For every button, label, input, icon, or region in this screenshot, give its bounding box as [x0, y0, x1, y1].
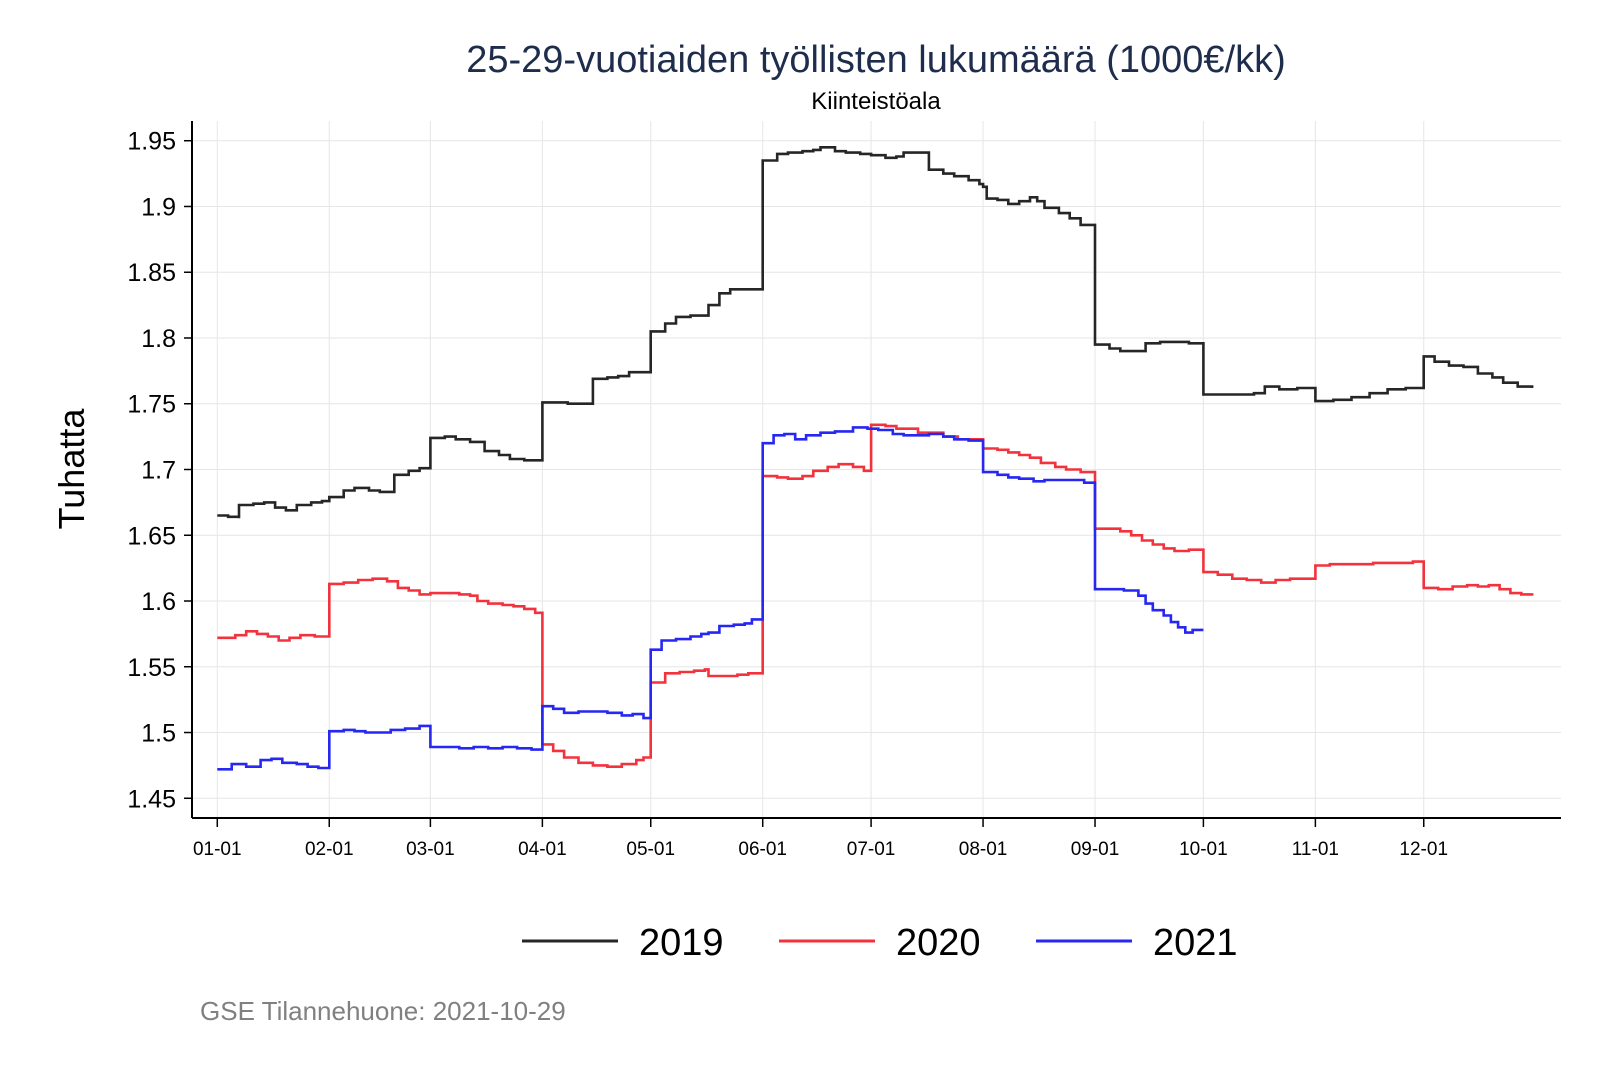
series-line-2021	[217, 426, 1204, 771]
x-tick-label: 07-01	[847, 839, 896, 860]
series-line-2019	[217, 146, 1534, 519]
legend-item-2021: 2021	[1036, 922, 1238, 964]
chart-subtitle: Kiinteistöala	[811, 88, 941, 115]
legend-label-2021: 2021	[1153, 922, 1238, 964]
x-tick-label: 05-01	[626, 839, 675, 860]
source-caption: GSE Tilannehuone: 2021-10-29	[200, 996, 566, 1026]
x-tick-label: 12-01	[1399, 839, 1448, 860]
legend-item-2020: 2020	[779, 922, 981, 964]
y-tick-label: 1.6	[141, 588, 176, 616]
x-tick-label: 10-01	[1179, 839, 1228, 860]
y-ticks: 1.45 1.5 1.55 1.6 1.65 1.7 1.75 1.8 1.85 1.9 1.95	[127, 128, 192, 813]
series-line-2020	[217, 423, 1534, 768]
y-tick-label: 1.7	[141, 457, 176, 485]
y-tick-label: 1.85	[127, 259, 176, 287]
y-axis-label: Tuhatta	[51, 408, 92, 530]
legend: 2019 2020 2021	[522, 922, 1238, 964]
y-tick-label: 1.5	[141, 720, 176, 748]
legend-label-2020: 2020	[896, 922, 981, 964]
series-layer	[217, 146, 1534, 771]
x-tick-label: 06-01	[738, 839, 787, 860]
x-tick-label: 08-01	[959, 839, 1008, 860]
y-tick-label: 1.65	[127, 522, 176, 550]
y-tick-label: 1.55	[127, 654, 176, 682]
gridlines	[192, 121, 1561, 818]
x-tick-label: 04-01	[518, 839, 567, 860]
x-tick-label: 09-01	[1071, 839, 1120, 860]
y-tick-label: 1.95	[127, 128, 176, 156]
legend-label-2019: 2019	[639, 922, 724, 964]
y-tick-label: 1.45	[127, 785, 176, 813]
y-tick-label: 1.8	[141, 325, 176, 353]
x-tick-label: 03-01	[406, 839, 455, 860]
y-tick-label: 1.9	[141, 193, 176, 221]
x-tick-label: 01-01	[193, 839, 242, 860]
x-tick-label: 11-01	[1292, 839, 1339, 860]
x-ticks: 01-01 02-01 03-01 04-01 05-01 06-01 07-01 08-01…	[193, 818, 1448, 860]
chart-title: 25-29-vuotiaiden työllisten lukumäärä (1…	[466, 39, 1286, 81]
x-tick-label: 02-01	[305, 839, 354, 860]
y-tick-label: 1.75	[127, 391, 176, 419]
legend-item-2019: 2019	[522, 922, 724, 964]
